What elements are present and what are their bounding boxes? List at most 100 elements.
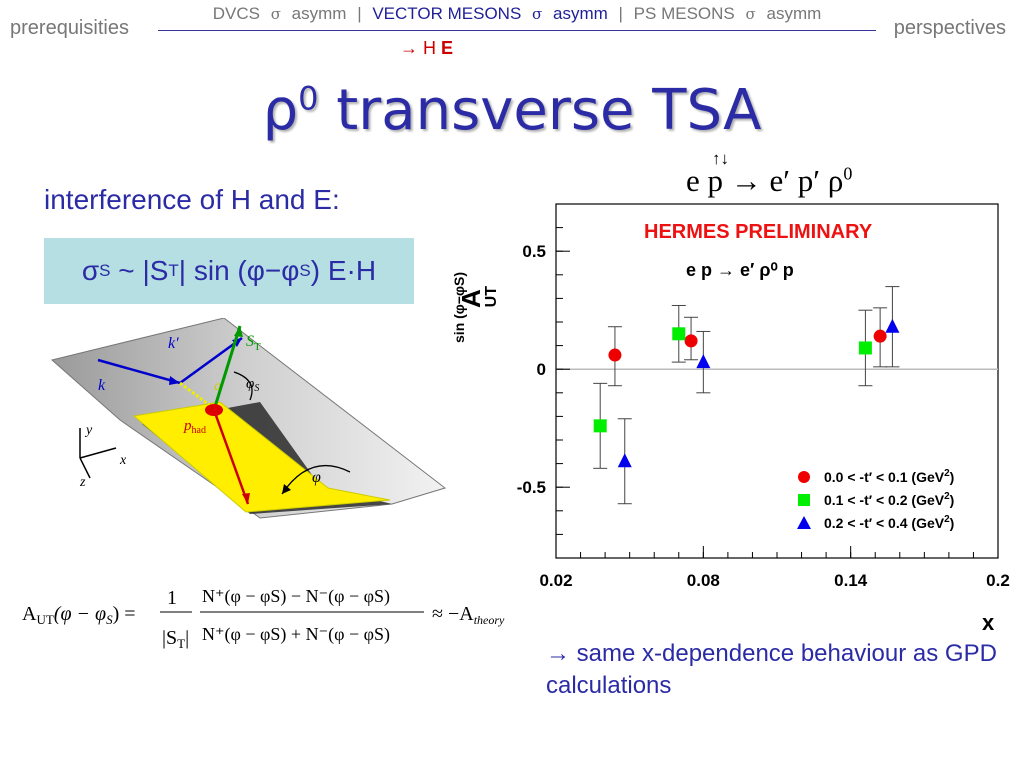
legend-label: 0.0 < -t′ < 0.1 (GeV2)	[824, 468, 954, 485]
phi-s-text: φ	[246, 376, 254, 392]
s-t-sub: T	[254, 341, 261, 353]
title-rho: ρ	[262, 78, 299, 143]
formula-st: |S	[142, 255, 169, 286]
formula-bar: |	[178, 255, 187, 286]
asymmetry-equation: AUT(φ − φS) = 1 |ST| N⁺(φ − φS) − N⁻(φ −…	[22, 586, 505, 651]
eq-den-right: |	[185, 627, 189, 649]
phi-s-sub: S	[254, 383, 259, 394]
eq-arg-close: ) =	[113, 603, 136, 625]
tsa-chart: A sin (φ−φS) UT HERMES PRELIMINARY e p →…	[451, 203, 1010, 635]
nav-perspectives-link[interactable]: perspectives	[893, 17, 1006, 39]
k-prime-label: k′	[168, 335, 179, 352]
axis-ticks: 0.02 0.08 0.14 0.2 0.5 0 -0.5	[517, 203, 1010, 590]
nav-separator: |	[618, 4, 623, 23]
legend-label-sup: 2	[944, 468, 950, 479]
eq-den-sub: T	[177, 636, 185, 651]
legend-label-sup: 2	[944, 491, 950, 502]
polarization-arrows: ↑↓	[712, 149, 729, 168]
legend-label: 0.2 < -t′ < 0.4 (GeV2)	[824, 514, 954, 531]
s-t-vector	[212, 325, 242, 411]
arrow-right-icon: →	[400, 38, 418, 58]
nav-ps-mesons-link[interactable]: PS MESONS	[633, 4, 735, 23]
eq-approx: ≈ −Atheory	[432, 603, 505, 627]
z-axis	[79, 457, 91, 479]
x-tick-label: 0.2	[986, 571, 1010, 590]
data-point-square	[672, 327, 686, 341]
data-point-square	[593, 419, 607, 433]
title-rho-sup: 0	[298, 79, 319, 118]
legend-label-close: )	[950, 515, 955, 531]
z-axis-label: z	[79, 475, 86, 490]
x-tick-label: 0.08	[687, 571, 720, 590]
legend-label-text: 0.1 < -t′ < 0.2 (GeV	[824, 492, 945, 508]
data-point-triangle	[617, 453, 632, 468]
eq-arg-sub: S	[106, 612, 113, 627]
legend-marker-triangle	[797, 516, 811, 529]
formula-phase: (φ−φ	[237, 255, 300, 286]
y-axis-label-sup: sin (φ−φS)	[451, 272, 467, 343]
p-had-label: phad	[183, 418, 206, 436]
interference-heading: interference of H and E:	[44, 184, 340, 215]
x-tick-label: 0.02	[539, 571, 572, 590]
formula-tilde: ~	[118, 255, 135, 286]
legend-marker-square	[798, 494, 810, 506]
conclusion-text: → same x-dependence behaviour as GPD cal…	[546, 640, 997, 699]
eq-approx-text: ≈ −A	[432, 603, 474, 625]
hadron-plane	[132, 401, 391, 513]
y-axis-label-main: A	[456, 289, 486, 308]
y-axis-label: A sin (φ−φS) UT	[451, 272, 500, 343]
nav-ps-asymm[interactable]: asymm	[766, 4, 822, 23]
data-point-square	[858, 341, 872, 355]
data-point-circle	[608, 348, 622, 362]
formula-sigma: σ	[81, 255, 100, 286]
legend-label: 0.1 < -t′ < 0.2 (GeV2)	[824, 491, 954, 508]
legend: 0.0 < -t′ < 0.1 (GeV2)0.1 < -t′ < 0.2 (G…	[797, 468, 954, 531]
legend-label-text: 0.2 < -t′ < 0.4 (GeV	[824, 515, 945, 531]
y-axis-label-sub: UT	[483, 286, 500, 308]
nav-prerequisites-link[interactable]: prerequisities	[10, 17, 129, 39]
nav-dvcs-sigma[interactable]: σ	[270, 5, 281, 23]
formula-sin: sin	[193, 255, 230, 286]
legend-label-close: )	[950, 469, 955, 485]
eq-den-left: |S	[162, 627, 177, 649]
sub-nav-h-e-link[interactable]: → H E	[400, 38, 453, 59]
phi-arc	[281, 464, 351, 495]
formula-sub-s2: S	[299, 261, 311, 280]
legend-label-text: 0.0 < -t′ < 0.1 (GeV	[824, 469, 945, 485]
nav-vector-sigma[interactable]: σ	[532, 5, 543, 23]
eq-arg: (φ − φ	[54, 603, 106, 625]
slide-title: ρ0 transverse TSA	[0, 78, 1024, 143]
chart-title: HERMES PRELIMINARY	[644, 221, 873, 243]
nav-vector-asymm[interactable]: asymm	[553, 4, 608, 23]
nav-vector-mesons-link[interactable]: VECTOR MESONS	[372, 4, 522, 23]
eq-one: 1	[167, 587, 177, 609]
s-t-label: ST	[246, 333, 261, 353]
data-points	[593, 286, 900, 505]
nav-ps-sigma[interactable]: σ	[745, 5, 756, 23]
eq-den-st: |ST|	[162, 627, 189, 651]
formula-close: )	[310, 255, 321, 286]
legend-label-close: )	[950, 492, 955, 508]
sub-nav-h: H	[423, 38, 437, 58]
k-label: k	[98, 377, 106, 394]
data-point-triangle	[696, 354, 711, 369]
nav-dvcs-asymm[interactable]: asymm	[291, 4, 347, 23]
data-point-circle	[873, 329, 887, 343]
phi-label: φ	[312, 469, 321, 486]
reaction-label: ↑↓ e p → e′ p′ ρ0	[686, 149, 852, 199]
p-had-vector	[212, 409, 250, 505]
data-point-circle	[684, 334, 698, 348]
legend-label-sup: 2	[944, 514, 950, 525]
x-axis-label: x	[982, 610, 995, 635]
phi-s-label: φS	[246, 376, 259, 394]
q-label: q	[214, 379, 221, 394]
nav-dvcs-link[interactable]: DVCS	[212, 4, 260, 23]
k-vector	[97, 358, 181, 385]
y-tick-label: -0.5	[517, 478, 546, 497]
eq-numerator: N⁺(φ − φS) − N⁻(φ − φS)	[202, 586, 390, 607]
eq-denominator: N⁺(φ − φS) + N⁻(φ − φS)	[202, 624, 390, 645]
eq-theory-sub: theory	[474, 613, 505, 627]
p-had-text: p	[183, 418, 192, 434]
eq-lhs: AUT(φ − φS) =	[22, 603, 136, 627]
scattering-planes-diagram: k′ k q ST φS phad φ y x z	[50, 318, 447, 519]
